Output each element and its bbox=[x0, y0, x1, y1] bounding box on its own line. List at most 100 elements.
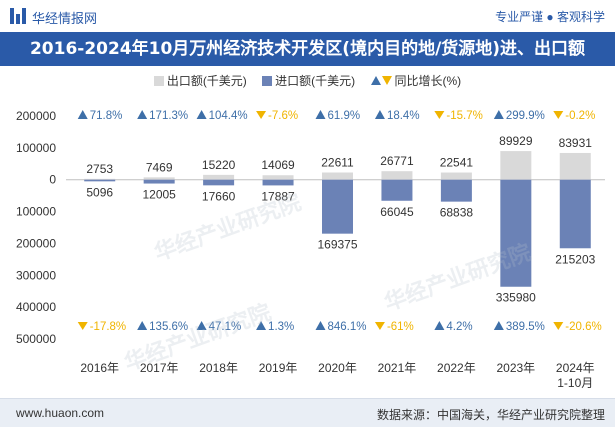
import-value-label: 12005 bbox=[142, 188, 176, 202]
up-triangle-icon bbox=[315, 321, 326, 330]
down-triangle-icon bbox=[434, 111, 445, 119]
y-tick-label: 100000 bbox=[16, 205, 56, 219]
x-tick-label: 2016年 bbox=[80, 361, 119, 375]
export-value-label: 14069 bbox=[261, 158, 295, 172]
import-bar bbox=[203, 179, 235, 186]
export-value-label: 83931 bbox=[559, 136, 593, 150]
down-triangle-icon bbox=[553, 111, 564, 119]
export-value-label: 15220 bbox=[202, 158, 236, 172]
down-triangle-icon bbox=[553, 322, 564, 330]
import-growth-label: 135.6% bbox=[149, 321, 188, 333]
import-bar bbox=[322, 179, 353, 234]
logo-icon bbox=[10, 8, 26, 24]
y-tick-label: 200000 bbox=[16, 109, 56, 123]
down-triangle-icon bbox=[381, 76, 392, 85]
export-growth-label: -7.6% bbox=[268, 110, 298, 122]
export-value-label: 7469 bbox=[146, 160, 173, 174]
import-growth-label: 389.5% bbox=[506, 321, 545, 333]
footer-url[interactable]: www.huaon.com bbox=[16, 406, 105, 420]
footer: www.huaon.com 数据来源：中国海关，华经产业研究院整理 bbox=[0, 398, 615, 427]
import-value-label: 68838 bbox=[440, 206, 474, 220]
import-growth-label: 1.3% bbox=[268, 321, 294, 333]
y-tick-label: 100000 bbox=[16, 141, 56, 155]
down-triangle-icon bbox=[256, 111, 267, 119]
import-value-label: 17887 bbox=[261, 189, 295, 203]
up-triangle-icon bbox=[196, 110, 207, 119]
import-value-label: 169375 bbox=[317, 238, 357, 252]
up-triangle-icon bbox=[137, 110, 148, 119]
up-triangle-icon bbox=[434, 321, 445, 330]
up-triangle-icon bbox=[196, 321, 207, 330]
up-triangle-icon bbox=[256, 321, 267, 330]
export-bar bbox=[203, 174, 235, 180]
up-triangle-icon bbox=[370, 76, 381, 85]
data-source: 数据来源：中国海关，华经产业研究院整理 bbox=[376, 408, 605, 422]
export-swatch bbox=[153, 76, 164, 86]
import-bar bbox=[500, 179, 532, 287]
x-tick-label: 2023年 bbox=[496, 361, 535, 375]
x-tick-label: 2022年 bbox=[437, 361, 476, 375]
legend-import: 进口额(千美元) bbox=[262, 72, 355, 89]
import-bar bbox=[381, 179, 413, 201]
import-bar bbox=[143, 179, 175, 184]
import-value-label: 335980 bbox=[496, 291, 536, 305]
import-bar bbox=[440, 179, 472, 202]
export-bar bbox=[143, 177, 175, 180]
y-tick-label: 500000 bbox=[16, 332, 56, 346]
top-bar: 华经情报网 专业严谨 ● 客观科学 bbox=[0, 0, 615, 32]
legend-import-label: 进口额(千美元) bbox=[275, 74, 356, 88]
export-bar bbox=[500, 151, 532, 180]
export-growth-label: 104.4% bbox=[209, 110, 248, 122]
up-triangle-icon bbox=[315, 110, 326, 119]
title-bar: 2016-2024年10月万州经济技术开发区(境内目的地/货源地)进、出口额 bbox=[0, 32, 615, 66]
import-bar bbox=[262, 179, 294, 186]
site-name: 华经情报网 bbox=[32, 11, 98, 26]
export-bar bbox=[262, 175, 294, 180]
export-bar bbox=[322, 172, 353, 180]
export-value-label: 2753 bbox=[86, 162, 113, 176]
import-value-label: 66045 bbox=[380, 205, 414, 219]
legend-growth: 同比增长(%) bbox=[370, 72, 462, 89]
export-growth-label: 299.9% bbox=[506, 110, 545, 122]
import-value-label: 17660 bbox=[202, 189, 236, 203]
export-value-label: 26771 bbox=[380, 154, 414, 168]
x-tick-label: 2017年 bbox=[140, 361, 179, 375]
legend-export: 出口额(千美元) bbox=[153, 72, 247, 89]
x-tick-label: 2018年 bbox=[199, 361, 238, 375]
x-tick-label: 2019年 bbox=[259, 361, 298, 375]
legend-export-label: 出口额(千美元) bbox=[166, 74, 247, 88]
export-bar bbox=[559, 152, 591, 180]
import-growth-label: 4.2% bbox=[446, 321, 472, 333]
import-growth-label: 846.1% bbox=[328, 321, 367, 333]
x-tick-label: 1-10月 bbox=[557, 376, 593, 390]
import-growth-label: -20.6% bbox=[565, 321, 601, 333]
x-tick-label: 2021年 bbox=[378, 361, 417, 375]
legend: 出口额(千美元) 进口额(千美元) 同比增长(%) bbox=[0, 72, 615, 94]
export-growth-label: -0.2% bbox=[565, 110, 595, 122]
y-tick-label: 400000 bbox=[16, 300, 56, 314]
export-growth-label: 171.3% bbox=[149, 110, 188, 122]
chart-area: 200000 100000 0 100000 200000 300000 400000 500… bbox=[16, 109, 605, 390]
import-value-label: 5096 bbox=[86, 185, 113, 199]
legend-growth-label: 同比增长(%) bbox=[394, 74, 462, 88]
tagline: 专业严谨 ● 客观科学 bbox=[495, 10, 605, 24]
export-growth-label: 18.4% bbox=[387, 110, 420, 122]
chart-title: 2016-2024年10月万州经济技术开发区(境内目的地/货源地)进、出口额 bbox=[29, 39, 586, 59]
up-triangle-icon bbox=[137, 321, 148, 330]
import-growth-label: -17.8% bbox=[90, 321, 126, 333]
up-triangle-icon bbox=[374, 110, 385, 119]
export-bar bbox=[440, 172, 472, 180]
import-bar bbox=[559, 179, 591, 249]
y-tick-label: 300000 bbox=[16, 268, 56, 282]
import-swatch bbox=[262, 76, 273, 86]
import-bar bbox=[84, 179, 116, 182]
down-triangle-icon bbox=[77, 322, 88, 330]
up-triangle-icon bbox=[493, 321, 504, 330]
up-triangle-icon bbox=[493, 110, 504, 119]
down-triangle-icon bbox=[374, 322, 385, 330]
x-tick-label: 2024年 bbox=[556, 361, 595, 375]
export-growth-label: 71.8% bbox=[90, 110, 123, 122]
import-growth-label: -61% bbox=[387, 321, 414, 333]
export-growth-label: 61.9% bbox=[328, 110, 361, 122]
y-tick-label: 0 bbox=[49, 173, 56, 187]
